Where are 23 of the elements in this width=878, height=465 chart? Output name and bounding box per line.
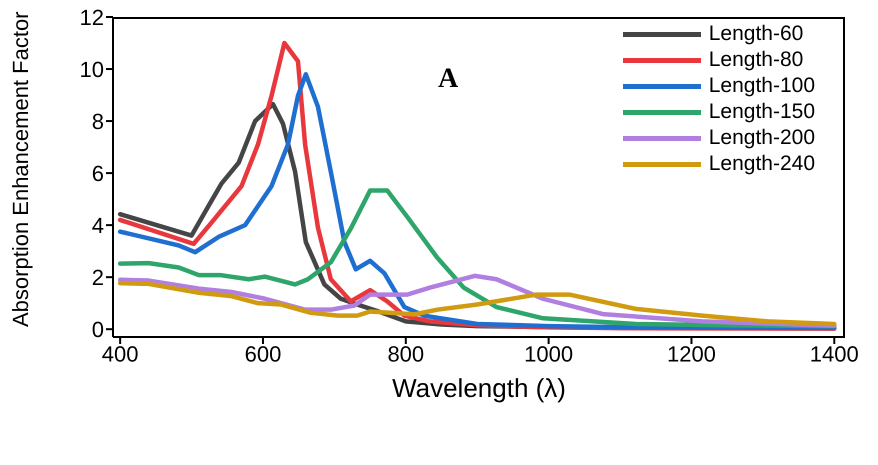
y-tick-label: 0 — [92, 317, 104, 342]
legend-label: Length-150 — [708, 99, 815, 125]
legend-label: Length-240 — [708, 151, 815, 177]
y-axis-title: Absorption Enhancement Factor — [8, 11, 33, 327]
y-tick-label: 2 — [92, 264, 104, 290]
x-tick-label: 400 — [102, 342, 138, 367]
x-axis-title: Wavelength (λ) — [392, 373, 566, 403]
annotation: A — [438, 63, 458, 95]
legend-label: Length-80 — [708, 47, 804, 73]
y-tick-label: 4 — [92, 212, 104, 238]
y-tick-label: 8 — [92, 108, 104, 134]
legend-label: Length-200 — [708, 125, 815, 151]
x-tick-label: 800 — [387, 342, 424, 367]
y-tick-label: 12 — [80, 4, 104, 30]
legend-label: Length-100 — [708, 73, 815, 99]
line-series — [118, 280, 837, 326]
x-tick-label: 1400 — [810, 342, 859, 367]
x-tick-label: 600 — [244, 342, 282, 367]
legend-label: Length-60 — [708, 21, 804, 47]
x-tick-label: 1000 — [524, 342, 574, 367]
x-tick-label: 1200 — [666, 342, 716, 367]
y-tick-label: 10 — [80, 56, 104, 82]
y-tick-label: 6 — [92, 160, 104, 186]
